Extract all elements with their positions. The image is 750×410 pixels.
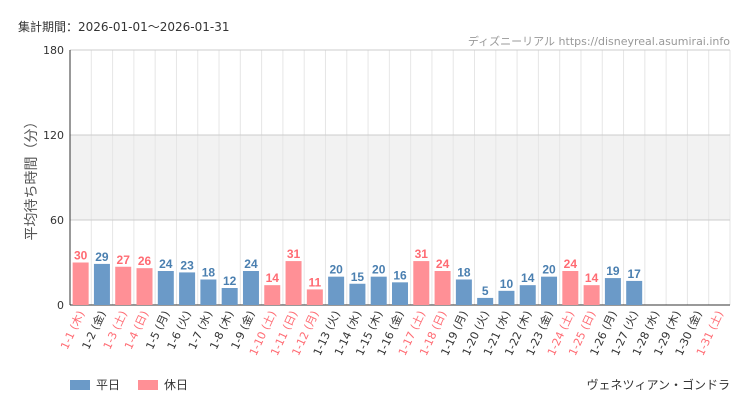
data-label: 17 xyxy=(628,267,642,281)
data-label: 24 xyxy=(244,257,258,271)
data-label: 18 xyxy=(457,266,471,280)
y-tick-label: 180 xyxy=(43,44,64,57)
data-label: 11 xyxy=(308,275,321,289)
bar xyxy=(498,290,515,305)
bar xyxy=(242,271,259,305)
bar xyxy=(93,263,110,305)
bar xyxy=(370,276,387,305)
data-label: 5 xyxy=(482,284,489,298)
shaded-band xyxy=(70,135,730,220)
data-label: 12 xyxy=(223,274,237,288)
bar xyxy=(604,278,621,305)
data-label: 14 xyxy=(585,271,599,285)
bar xyxy=(434,271,451,305)
bar xyxy=(136,268,153,305)
bar xyxy=(626,280,643,305)
data-label: 20 xyxy=(542,263,556,277)
bar xyxy=(328,276,345,305)
data-label: 19 xyxy=(606,264,620,278)
bar xyxy=(562,271,579,305)
y-tick-label: 0 xyxy=(57,299,64,312)
bar xyxy=(477,297,494,305)
data-label: 14 xyxy=(266,271,280,285)
period-label: 集計期間：2026-01-01～2026-01-31 xyxy=(18,20,230,34)
legend: 平日 休日 xyxy=(70,376,206,393)
bar xyxy=(115,266,132,305)
bar xyxy=(306,289,323,305)
y-tick-label: 120 xyxy=(43,129,64,142)
data-label: 18 xyxy=(202,266,216,280)
bar xyxy=(72,262,89,305)
data-label: 27 xyxy=(117,253,131,267)
bar xyxy=(221,288,238,305)
legend-swatch-weekday xyxy=(70,379,90,390)
y-tick-label: 60 xyxy=(50,214,64,227)
bar xyxy=(413,261,430,305)
legend-label-weekday: 平日 xyxy=(96,378,121,392)
data-label: 16 xyxy=(393,268,407,282)
data-label: 31 xyxy=(415,247,429,261)
y-axis-title: 平均待ち時間（分） xyxy=(24,115,40,241)
bar xyxy=(264,285,281,305)
bar xyxy=(285,261,302,305)
data-label: 20 xyxy=(329,263,343,277)
data-label: 26 xyxy=(138,254,152,268)
bar xyxy=(519,285,536,305)
data-label: 29 xyxy=(95,250,109,264)
data-label: 23 xyxy=(180,258,194,272)
data-label: 14 xyxy=(521,271,535,285)
data-label: 10 xyxy=(500,277,514,291)
bar xyxy=(541,276,558,305)
bar xyxy=(200,279,217,305)
data-label: 24 xyxy=(564,257,578,271)
legend-label-holiday: 休日 xyxy=(164,378,189,392)
data-label: 15 xyxy=(351,270,365,284)
bar xyxy=(392,282,408,305)
data-label: 31 xyxy=(287,247,301,261)
data-label: 24 xyxy=(159,257,173,271)
data-label: 20 xyxy=(372,263,386,277)
bar xyxy=(157,271,174,305)
data-label: 24 xyxy=(436,257,450,271)
watermark: ディズニーリアル https://disneyreal.asumirai.inf… xyxy=(467,35,730,48)
data-label: 30 xyxy=(74,249,88,263)
attraction-name: ヴェネツィアン・ゴンドラ xyxy=(586,378,730,392)
legend-item-holiday[interactable]: 休日 xyxy=(138,376,188,393)
legend-item-weekday[interactable]: 平日 xyxy=(70,376,120,393)
bar xyxy=(349,283,366,305)
bar xyxy=(583,285,600,305)
bar xyxy=(455,279,472,305)
legend-swatch-holiday xyxy=(138,379,159,390)
bar xyxy=(179,272,196,305)
